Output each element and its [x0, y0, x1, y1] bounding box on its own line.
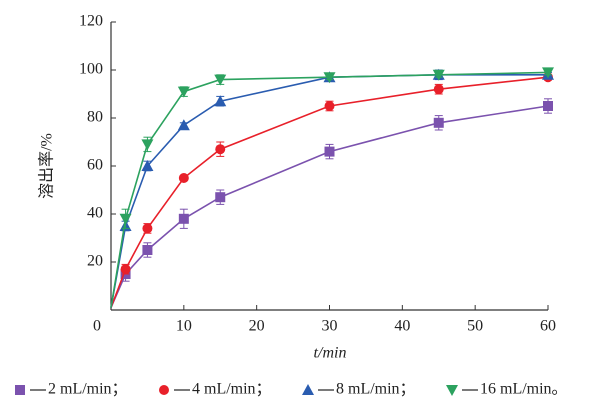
- legend-marker: [15, 385, 25, 395]
- data-point: [119, 213, 132, 225]
- legend-label: 8 mL/min；: [336, 381, 416, 398]
- data-point: [177, 119, 190, 131]
- data-point: [324, 101, 335, 111]
- data-point: [323, 72, 336, 84]
- y-tick-label: 60: [87, 157, 103, 174]
- x-tick-label: 40: [394, 318, 410, 335]
- x-axis-label: t/min: [314, 345, 347, 362]
- data-point: [215, 144, 226, 155]
- data-point: [142, 245, 153, 255]
- data-point: [433, 117, 444, 128]
- data-point: [178, 213, 189, 224]
- y-tick-label: 40: [87, 205, 103, 222]
- series-line: [110, 105, 549, 308]
- series-line: [110, 71, 549, 308]
- data-point: [432, 69, 445, 81]
- x-tick-label: 20: [249, 318, 265, 335]
- legend-marker: [302, 384, 314, 395]
- data-point: [141, 160, 154, 171]
- y-tick-label: 80: [87, 109, 103, 126]
- series-line: [110, 76, 549, 308]
- y-axis-label: 溶出率/%: [38, 133, 56, 199]
- legend-label: 16 mL/min。: [480, 381, 568, 398]
- x-tick-label: 0: [93, 318, 101, 335]
- data-point: [120, 264, 131, 275]
- data-point: [214, 74, 227, 86]
- data-point: [433, 84, 444, 95]
- legend-label: 2 mL/min；: [48, 381, 128, 398]
- data-point: [542, 67, 554, 79]
- data-point: [214, 95, 227, 107]
- x-tick-label: 30: [322, 318, 338, 335]
- legend-label: 4 mL/min；: [192, 381, 272, 398]
- legend-marker: [159, 385, 169, 395]
- x-tick-label: 50: [467, 318, 483, 335]
- data-point: [543, 101, 553, 111]
- y-tick-label: 20: [87, 253, 103, 270]
- data-point: [324, 146, 335, 157]
- data-point: [177, 86, 190, 98]
- data-point: [178, 173, 189, 183]
- x-tick-label: 60: [540, 318, 556, 335]
- x-tick-label: 10: [176, 318, 192, 335]
- data-point: [142, 223, 153, 234]
- y-tick-label: 120: [79, 13, 103, 30]
- data-point: [215, 192, 226, 203]
- data-point: [141, 139, 154, 151]
- legend-marker: [446, 385, 458, 396]
- y-tick-label: 100: [79, 61, 103, 78]
